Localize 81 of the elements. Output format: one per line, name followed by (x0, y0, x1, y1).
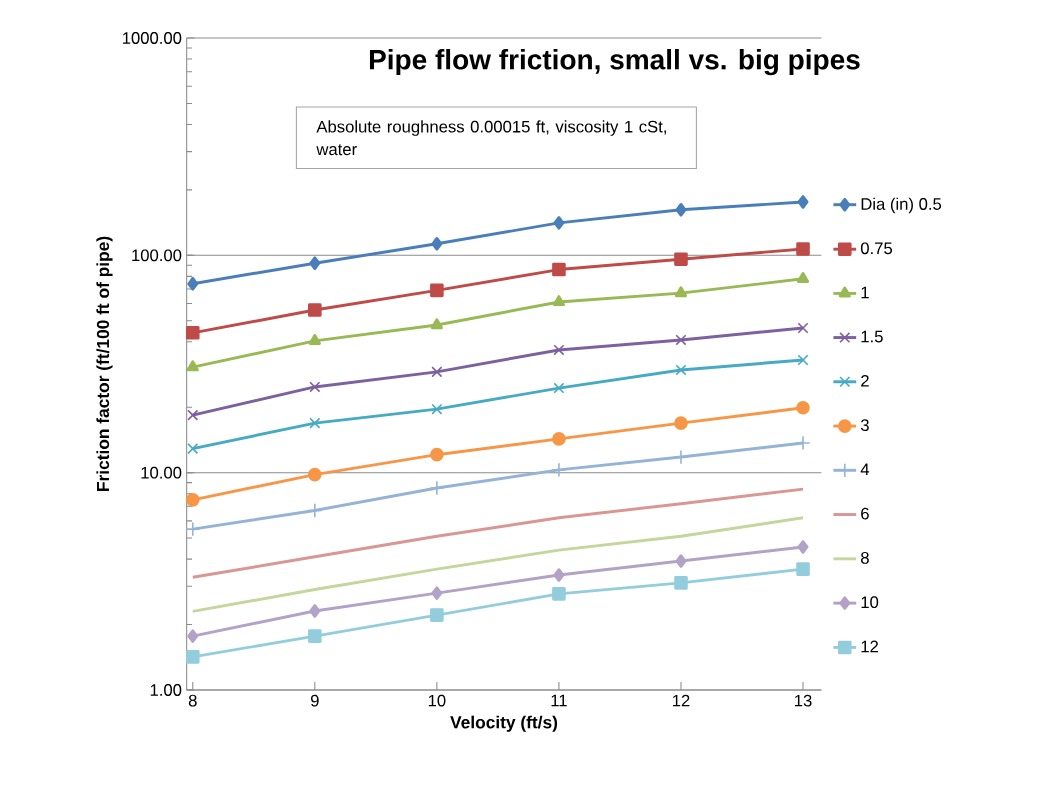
point (308, 629, 322, 643)
point (186, 360, 199, 372)
legend-label: 8 (861, 552, 869, 564)
x-tick-label: 11 (551, 694, 567, 707)
y-tick-label: 1000.00 (122, 32, 182, 44)
point (431, 366, 443, 378)
y-tick-label: 1.00 (150, 684, 182, 696)
point (552, 432, 566, 446)
x-tick-label: 13 (795, 694, 812, 707)
point (553, 568, 565, 582)
point (185, 493, 200, 507)
annotation: Absolute roughness 0.00015 ft, viscosity 1 cSt, water (316, 120, 666, 156)
point (187, 276, 199, 291)
point (309, 381, 321, 393)
legend-label: 12 (861, 640, 878, 653)
line-series (191, 487, 805, 579)
point (796, 271, 810, 283)
point (430, 608, 444, 622)
point (430, 318, 443, 330)
legend-label: 2 (861, 374, 869, 387)
point (797, 195, 809, 209)
point (309, 417, 321, 429)
point (308, 334, 321, 346)
y-tick-label: 100.00 (132, 249, 182, 262)
point (431, 403, 443, 415)
point (431, 586, 443, 600)
point (187, 409, 199, 421)
point (796, 242, 810, 256)
legend-label: 6 (861, 507, 869, 520)
point (552, 262, 566, 277)
point (187, 629, 199, 643)
point (796, 562, 810, 576)
point (553, 344, 565, 356)
point (674, 576, 688, 590)
point (552, 587, 566, 601)
point (430, 283, 444, 298)
point (553, 216, 565, 230)
y-axis-title: Friction factor (ft/100 ft of pipe) (96, 236, 113, 491)
point (430, 447, 444, 462)
point (309, 604, 321, 618)
legend-label: 1.5 (861, 330, 883, 343)
x-tick-label: 12 (672, 694, 690, 707)
point (673, 449, 689, 465)
point (308, 303, 322, 317)
point (797, 540, 809, 554)
legend-label: 10 (861, 596, 879, 609)
point (429, 480, 445, 496)
legend-label: 4 (860, 463, 870, 476)
y-tick-label: 10.00 (141, 466, 182, 479)
legend-label: 0.75 (860, 242, 893, 255)
x-tick-label: 9 (310, 694, 319, 707)
point (552, 295, 566, 307)
point (674, 252, 688, 266)
point (797, 354, 809, 366)
point (795, 435, 811, 451)
point (674, 286, 688, 298)
point (797, 322, 809, 334)
point (553, 382, 565, 394)
x-tick-label: 8 (188, 694, 197, 707)
point (675, 364, 687, 376)
point (675, 334, 687, 346)
x-axis-title: Velocity (ft/s) (450, 715, 558, 732)
x-tick-label: 10 (428, 694, 446, 707)
legend-label: 3 (860, 419, 869, 432)
point (675, 203, 687, 217)
point (675, 554, 687, 568)
legend-label: Dia (in) 0.5 (861, 197, 942, 214)
point (185, 326, 200, 340)
point (674, 416, 688, 430)
point (185, 650, 200, 664)
line-series (191, 516, 805, 613)
legend-label: 1 (861, 286, 869, 299)
chart-title: Pipe flow friction, small vs. big pipes (369, 49, 860, 76)
point (308, 467, 322, 482)
point (796, 400, 810, 415)
point (551, 462, 567, 478)
point (431, 236, 443, 251)
point (187, 443, 199, 455)
point (307, 503, 323, 518)
point (185, 521, 201, 537)
point (309, 256, 321, 271)
